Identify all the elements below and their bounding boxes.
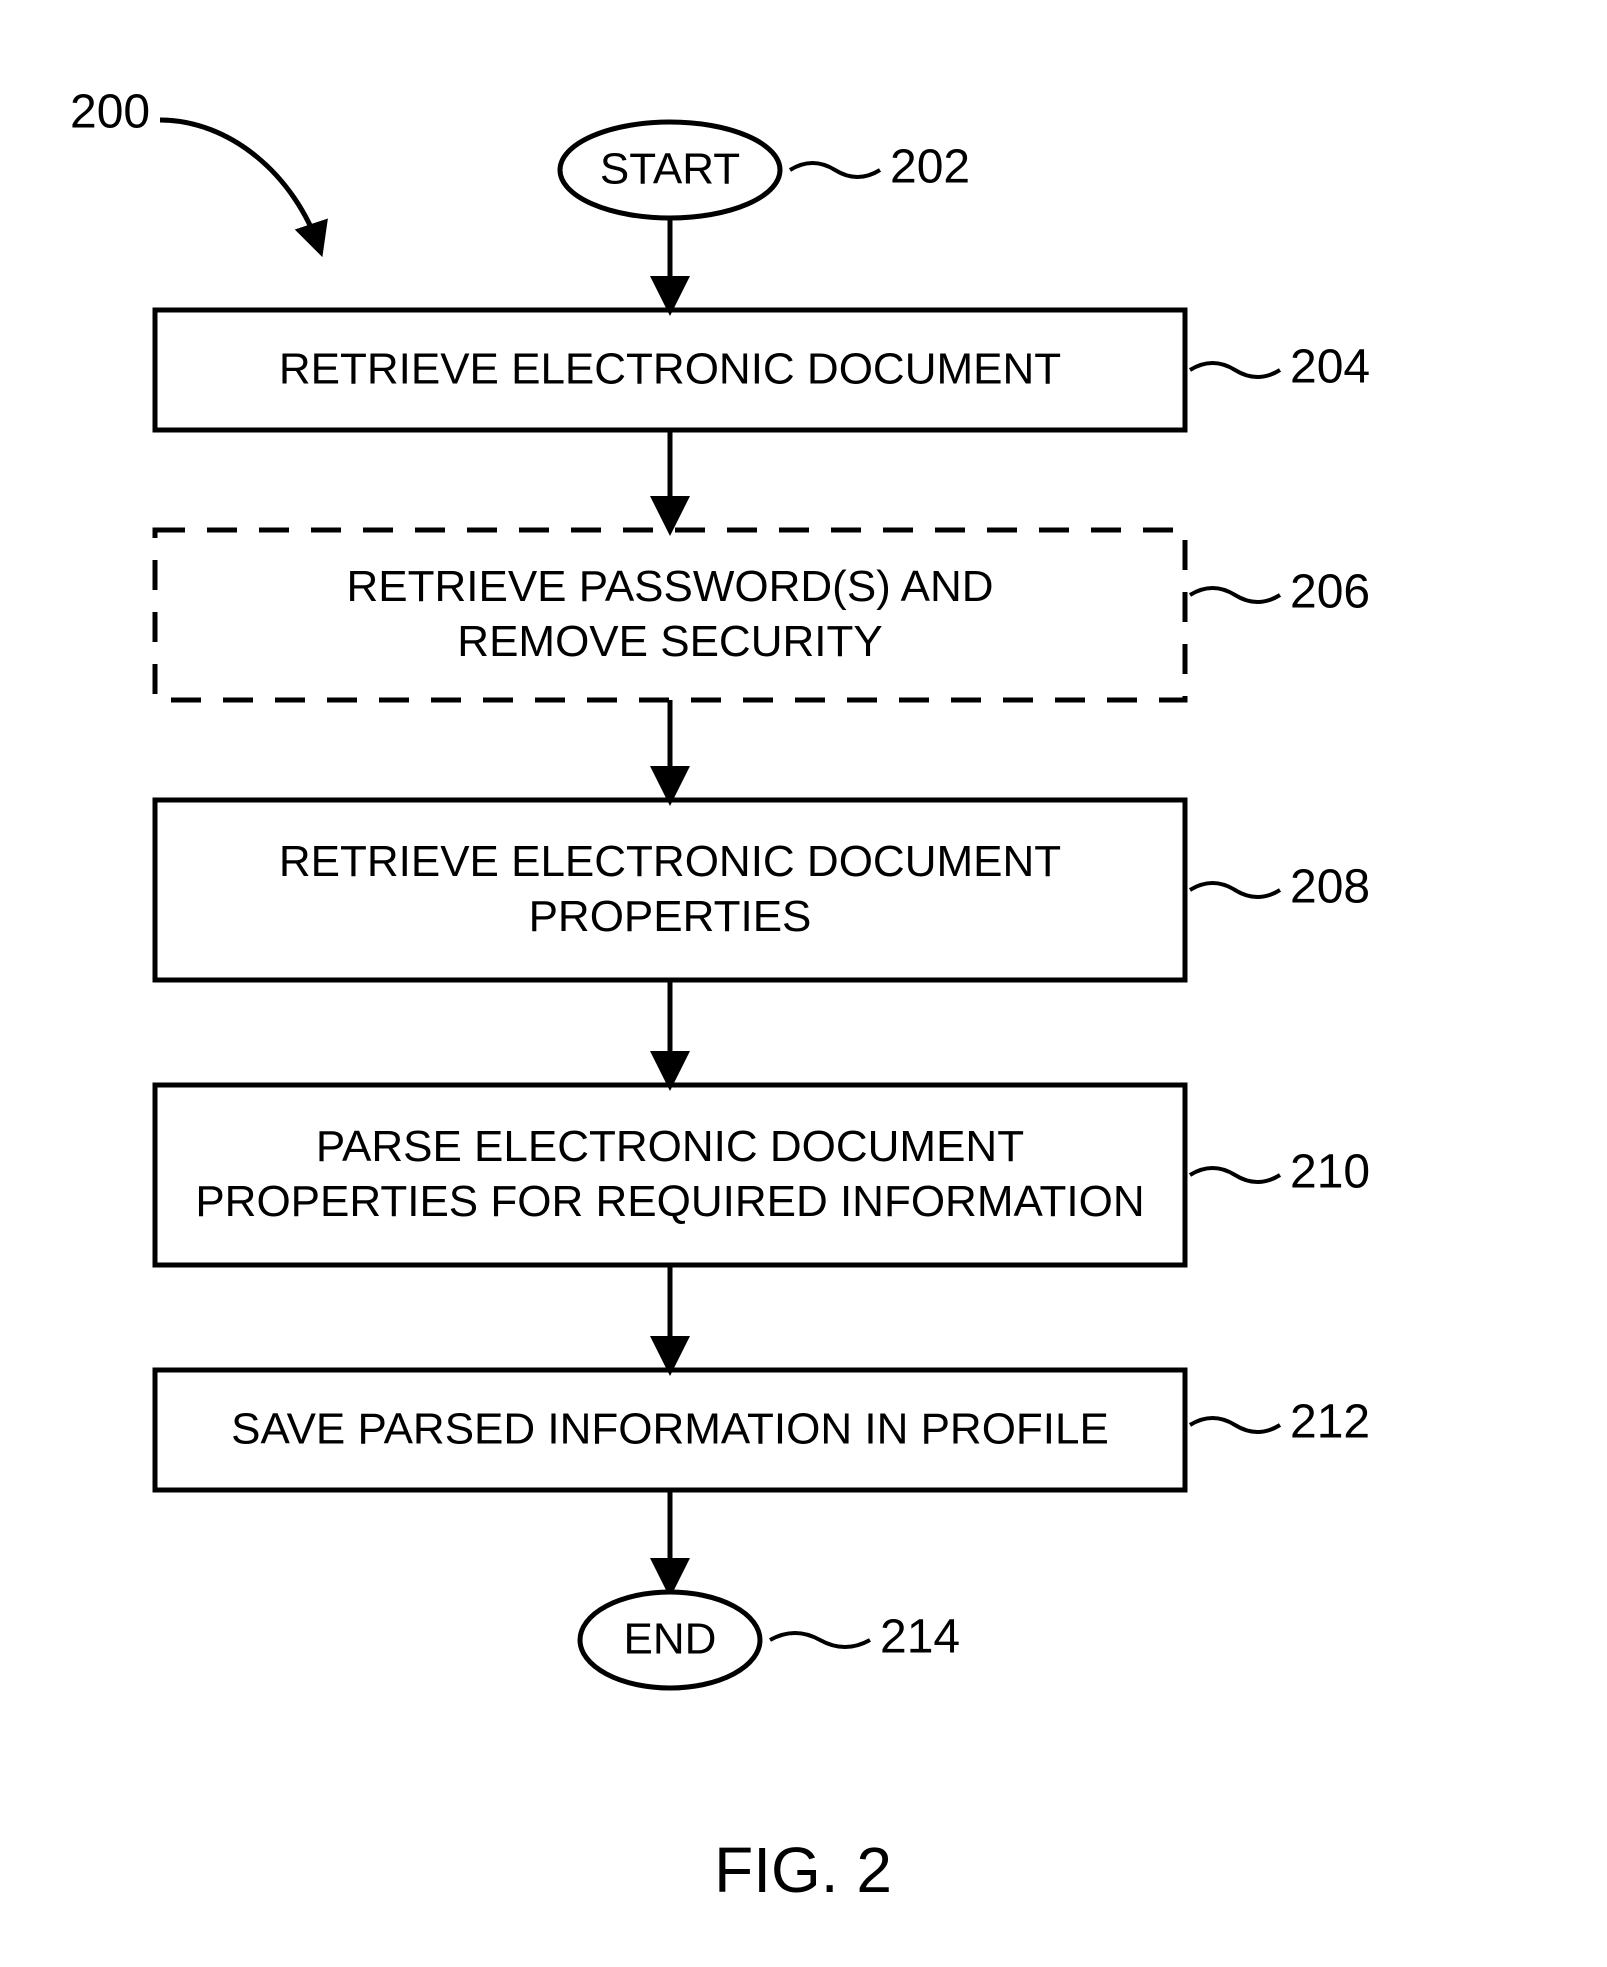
flow-node-n206: RETRIEVE PASSWORD(S) AND REMOVE SECURITY (155, 530, 1185, 700)
ref-label-202: 202 (890, 141, 970, 194)
node-text: RETRIEVE ELECTRONIC DOCUMENT (279, 345, 1061, 394)
node-text: PROPERTIES (529, 892, 812, 941)
node-text: PARSE ELECTRONIC DOCUMENT (316, 1122, 1024, 1171)
ref-label-200: 200 (70, 86, 150, 139)
ref-squiggle (770, 1633, 870, 1647)
flow-node-n212: SAVE PARSED INFORMATION IN PROFILE (155, 1370, 1185, 1490)
node-text: SAVE PARSED INFORMATION IN PROFILE (231, 1405, 1109, 1454)
node-text: REMOVE SECURITY (457, 617, 882, 666)
ref-squiggle (790, 163, 880, 177)
flow-node-n204: RETRIEVE ELECTRONIC DOCUMENT (155, 310, 1185, 430)
node-text: PROPERTIES FOR REQUIRED INFORMATION (195, 1177, 1144, 1226)
ref-squiggle (1190, 1168, 1280, 1182)
flow-node-start: START (560, 122, 780, 218)
flow-node-end: END (580, 1592, 760, 1688)
ref-label-210: 210 (1290, 1146, 1370, 1199)
ref-label-214: 214 (880, 1611, 960, 1664)
ref-label-206: 206 (1290, 566, 1370, 619)
ref-squiggle (1190, 1418, 1280, 1432)
node-text: END (624, 1615, 717, 1664)
node-text: RETRIEVE ELECTRONIC DOCUMENT (279, 837, 1061, 886)
ref-squiggle (1190, 363, 1280, 377)
node-text: RETRIEVE PASSWORD(S) AND (346, 562, 993, 611)
ref-label-204: 204 (1290, 341, 1370, 394)
figure-caption: FIG. 2 (714, 1834, 892, 1906)
flow-node-n210: PARSE ELECTRONIC DOCUMENT PROPERTIES FOR … (155, 1085, 1185, 1265)
ref-label-208: 208 (1290, 861, 1370, 914)
flow-node-n208: RETRIEVE ELECTRONIC DOCUMENT PROPERTIES (155, 800, 1185, 980)
ref-squiggle (1190, 588, 1280, 602)
ref-squiggle (1190, 883, 1280, 897)
node-text: START (600, 145, 740, 194)
flowchart-figure: STARTRETRIEVE ELECTRONIC DOCUMENTRETRIEV… (0, 0, 1607, 1967)
ref-leader-arrow (160, 120, 320, 250)
ref-label-212: 212 (1290, 1396, 1370, 1449)
